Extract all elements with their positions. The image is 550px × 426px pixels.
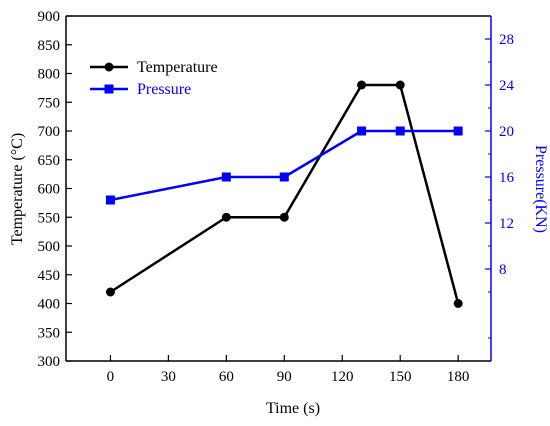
- x-tick-label: 120: [331, 369, 354, 385]
- x-tick-label: 180: [447, 369, 470, 385]
- right-y-tick-label: 8: [499, 262, 507, 278]
- x-tick-label: 60: [219, 369, 234, 385]
- left-y-tick-label: 500: [38, 239, 61, 255]
- series-layer: [105, 80, 463, 308]
- pressure-point: [105, 195, 115, 205]
- left-y-tick-label: 900: [38, 9, 61, 25]
- pressure-point: [453, 126, 463, 136]
- left-y-tick-label: 700: [38, 124, 61, 140]
- x-tick-label: 30: [161, 369, 176, 385]
- pressure-point: [357, 126, 367, 136]
- temperature-point: [221, 212, 231, 222]
- left-y-tick-label: 600: [38, 182, 61, 198]
- right-y-tick-label: 16: [499, 170, 515, 186]
- temperature-point: [105, 287, 115, 297]
- legend-temperature-label: Temperature: [137, 59, 218, 76]
- right-y-axis-ticks: 8 12 16 20 24 28: [485, 32, 515, 339]
- left-y-tick-label: 650: [38, 153, 61, 169]
- right-y-tick-label: 28: [499, 32, 514, 48]
- left-y-tick-label: 350: [38, 325, 61, 341]
- pressure-series-line: [110, 129, 459, 202]
- x-axis-title: Time (s): [266, 400, 320, 417]
- left-y-tick-label: 750: [38, 95, 61, 111]
- temperature-series-line: [109, 83, 460, 304]
- left-y-tick-label: 400: [38, 297, 61, 313]
- left-y-tick-label: 850: [38, 38, 61, 54]
- right-y-tick-label: 12: [499, 216, 514, 232]
- legend-pressure-marker: [104, 84, 114, 94]
- x-tick-label: 90: [277, 369, 292, 385]
- left-y-axis-title: Temperature (°C): [9, 133, 26, 245]
- x-tick-label: 0: [107, 369, 115, 385]
- legend-temperature-marker: [104, 62, 114, 72]
- left-y-axis-ticks: 300 350 400 450 500 550 600 650 700 750 800 850 900: [38, 9, 72, 370]
- left-y-tick-label: 550: [38, 210, 61, 226]
- left-y-tick-label: 300: [38, 354, 61, 370]
- x-axis-ticks: 0 30 60 90 120 150 180: [107, 355, 470, 385]
- temperature-point: [279, 212, 289, 222]
- left-y-tick-label: 450: [38, 268, 61, 284]
- legend-pressure-label: Pressure: [137, 81, 191, 98]
- legend: Temperature Pressure: [90, 59, 218, 98]
- temperature-point: [453, 299, 463, 308]
- right-y-tick-label: 24: [499, 78, 515, 94]
- right-y-tick-label: 20: [499, 124, 514, 140]
- pressure-point: [279, 172, 289, 182]
- pressure-point: [221, 172, 231, 182]
- right-y-axis-title: Pressure(KN): [532, 145, 549, 233]
- pressure-point: [395, 126, 405, 136]
- temperature-point: [395, 80, 405, 90]
- x-tick-label: 150: [389, 369, 412, 385]
- left-y-tick-label: 800: [38, 67, 61, 83]
- temperature-point: [357, 80, 367, 90]
